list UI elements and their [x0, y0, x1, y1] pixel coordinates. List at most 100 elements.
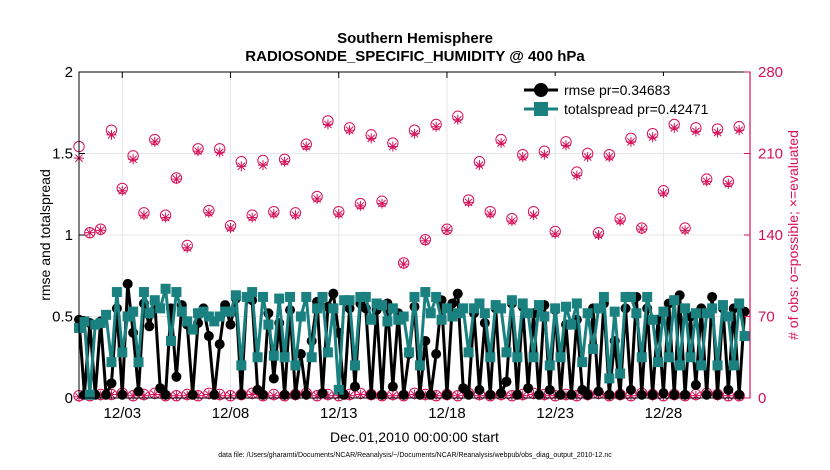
totalspread-point [615, 368, 626, 379]
totalspread-point [252, 352, 263, 363]
totalspread-point [561, 301, 572, 312]
totalspread-point [133, 357, 144, 368]
rmse-point [615, 389, 626, 400]
rmse-point [133, 386, 144, 397]
rmse-point [625, 384, 636, 395]
rmse-point [496, 388, 507, 399]
totalspread-point [604, 373, 615, 384]
rmse-point [523, 383, 534, 394]
totalspread-point [631, 308, 642, 319]
obs-evaluated-stroke [129, 155, 138, 164]
obs-evaluated-point [149, 136, 160, 147]
obs-evaluated-stroke [204, 208, 213, 217]
rmse-point [225, 319, 236, 330]
totalspread-point [209, 316, 220, 327]
totalspread-point [176, 306, 187, 317]
totalspread-point [84, 389, 95, 400]
obs-evaluated-stroke [681, 226, 690, 235]
rmse-point [414, 389, 425, 400]
chart-title: Southern Hemisphere [337, 30, 493, 47]
totalspread-point [469, 303, 480, 314]
totalspread-point [111, 287, 122, 298]
totalspread-point [717, 300, 728, 311]
obs-low-possible-point [224, 389, 237, 402]
totalspread-point [739, 331, 750, 342]
totalspread-point [528, 352, 539, 363]
obs-evaluated-stroke [139, 211, 148, 220]
totalspread-point [187, 324, 198, 335]
obs-evaluated-stroke [594, 231, 603, 239]
obs-evaluated-point [485, 209, 496, 220]
obs-evaluated-stroke [702, 177, 711, 186]
obs-evaluated-stroke [605, 153, 614, 161]
totalspread-point [512, 352, 523, 363]
rmse-point [712, 389, 723, 400]
obs-evaluated-point [452, 114, 463, 125]
totalspread-point [387, 303, 398, 314]
obs-evaluated-point [171, 390, 182, 401]
rmse-point [701, 389, 712, 400]
y-tick-label: 2 [65, 64, 73, 81]
totalspread-point [680, 303, 691, 314]
obs-evaluated-stroke [399, 260, 408, 269]
totalspread-point [701, 308, 712, 319]
obs-evaluated-stroke [735, 126, 744, 135]
legend-marker-rmse [534, 83, 548, 97]
totalspread-point [436, 314, 447, 325]
obs-evaluated-point [366, 133, 377, 144]
obs-evaluated-point [550, 228, 561, 239]
obs-evaluated-stroke [659, 189, 668, 198]
obs-evaluated-point [138, 210, 149, 221]
totalspread-point [149, 295, 160, 306]
obs-evaluated-stroke [529, 211, 538, 220]
obs-evaluated-stroke [583, 153, 592, 161]
rmse-point [171, 371, 182, 382]
totalspread-point [642, 291, 653, 302]
totalspread-point [414, 360, 425, 371]
rmse-point [474, 384, 485, 395]
totalspread-point [674, 360, 685, 371]
totalspread-point [636, 352, 647, 363]
totalspread-point [609, 306, 620, 317]
totalspread-point [322, 347, 333, 358]
y-tick-label: 0.5 [52, 309, 73, 326]
x-axis-label: Dec.01,2010 00:00:00 start [330, 429, 499, 445]
x-tick-label: 12/23 [536, 405, 574, 422]
rmse-point [669, 389, 680, 400]
obs-evaluated-stroke [378, 199, 386, 208]
obs-evaluated-point [712, 127, 723, 138]
rmse-point [501, 376, 512, 387]
obs-evaluated-stroke [464, 198, 473, 207]
totalspread-point [128, 306, 139, 317]
y-tick-label: 1 [65, 227, 73, 244]
totalspread-point [366, 314, 377, 325]
obs-evaluated-point [333, 209, 344, 220]
totalspread-point [171, 287, 182, 298]
obs-evaluated-stroke [626, 137, 635, 146]
obs-evaluated-point [625, 136, 636, 147]
rmse-point [349, 381, 360, 392]
x-tick-label: 12/28 [645, 405, 683, 422]
obs-evaluated-point [561, 140, 572, 151]
obs-evaluated-point [582, 151, 593, 162]
totalspread-point [122, 311, 133, 322]
totalspread-point [452, 308, 463, 319]
rmse-point [647, 389, 658, 400]
rmse-point [452, 288, 463, 299]
obs-evaluated-point [117, 185, 128, 196]
chart-subtitle: RADIOSONDE_SPECIFIC_HUMIDITY @ 400 hPa [245, 48, 585, 65]
totalspread-point [306, 352, 317, 363]
rmse-point [555, 389, 566, 400]
totalspread-point [409, 291, 420, 302]
obs-evaluated-point [268, 209, 279, 220]
obs-evaluated-point [647, 132, 658, 143]
totalspread-point [393, 314, 404, 325]
totalspread-point [160, 283, 171, 294]
rmse-point [431, 348, 442, 359]
totalspread-point [425, 308, 436, 319]
totalspread-point [544, 360, 555, 371]
totalspread-point [555, 352, 566, 363]
obs-evaluated-stroke [334, 210, 343, 218]
totalspread-point [479, 308, 490, 319]
totalspread-point [539, 311, 550, 322]
